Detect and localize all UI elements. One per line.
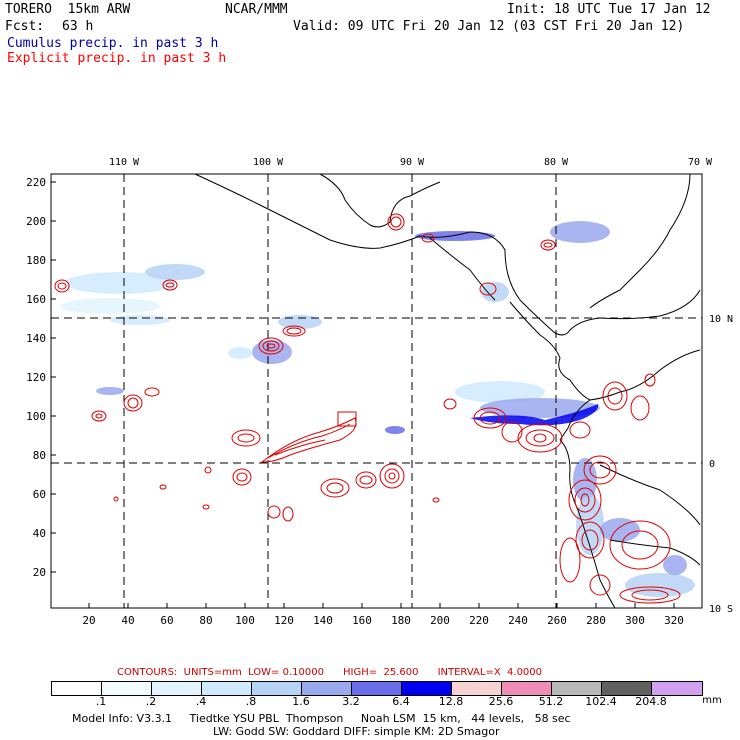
colorbar-swatch xyxy=(152,682,202,695)
org-label: NCAR/MMM xyxy=(225,2,288,17)
colorbar xyxy=(51,681,703,696)
colorbar-swatch xyxy=(302,682,352,695)
cumulus-precip-areas xyxy=(60,221,695,597)
model-title: TORERO 15km ARW xyxy=(5,2,131,17)
y-tick: 120 xyxy=(26,371,46,384)
lat-label-0: 0 xyxy=(709,459,715,470)
x-tick: 140 xyxy=(313,614,333,627)
x-tick: 80 xyxy=(199,614,212,627)
x-tick: 220 xyxy=(469,614,489,627)
colorbar-label: .2 xyxy=(145,695,157,708)
coastlines xyxy=(194,173,701,609)
colorbar-label: .4 xyxy=(195,695,207,708)
colorbar-label: 12.8 xyxy=(438,695,464,708)
lat-label-10s: 10 S xyxy=(709,604,733,615)
colorbar-label: 6.4 xyxy=(392,695,410,708)
y-tick: 40 xyxy=(33,527,46,540)
x-tick: 60 xyxy=(160,614,173,627)
x-tick: 100 xyxy=(235,614,255,627)
colorbar-unit: mm xyxy=(702,695,722,706)
x-tick: 280 xyxy=(586,614,606,627)
colorbar-label: 204.8 xyxy=(635,695,667,708)
colorbar-swatch xyxy=(652,682,702,695)
x-tick: 240 xyxy=(508,614,528,627)
colorbar-swatch xyxy=(202,682,252,695)
colorbar-swatch xyxy=(52,682,102,695)
lon-label-70w: 70 W xyxy=(688,157,713,168)
x-tick: 320 xyxy=(664,614,684,627)
colorbar-label: 51.2 xyxy=(538,695,564,708)
y-tick: 160 xyxy=(26,293,46,306)
legend-explicit: Explicit precip. in past 3 h xyxy=(7,51,227,66)
colorbar-label: 102.4 xyxy=(585,695,617,708)
y-tick: 60 xyxy=(33,488,46,501)
colorbar-swatch xyxy=(502,682,552,695)
lon-label-110w: 110 W xyxy=(109,157,140,168)
colorbar-swatch xyxy=(352,682,402,695)
colorbar-label: 25.6 xyxy=(488,695,514,708)
contours-info: CONTOURS: UNITS=mm LOW= 0.10000 HIGH= 25… xyxy=(117,667,543,678)
colorbar-swatch xyxy=(452,682,502,695)
init-time: Init: 18 UTC Tue 17 Jan 12 xyxy=(507,2,711,17)
colorbar-swatch xyxy=(402,682,452,695)
lon-label-90w: 90 W xyxy=(400,157,425,168)
lon-label-80w: 80 W xyxy=(544,157,569,168)
colorbar-label: 3.2 xyxy=(342,695,360,708)
y-tick: 200 xyxy=(26,215,46,228)
map-frame xyxy=(50,173,703,609)
axis-ticks xyxy=(51,181,675,608)
model-info-line1: Model Info: V3.3.1 Tiedtke YSU PBL Thomp… xyxy=(72,712,571,725)
colorbar-label: .1 xyxy=(95,695,107,708)
x-tick: 200 xyxy=(430,614,450,627)
colorbar-label: 1.6 xyxy=(292,695,310,708)
lat-label-10n: 10 N xyxy=(709,314,733,325)
forecast-hour: 63 h xyxy=(62,19,94,34)
colorbar-label: .8 xyxy=(245,695,257,708)
graticule xyxy=(51,174,702,608)
y-tick: 80 xyxy=(33,449,46,462)
y-tick: 100 xyxy=(26,410,46,423)
y-tick: 220 xyxy=(26,176,46,189)
x-tick: 20 xyxy=(82,614,95,627)
x-tick: 160 xyxy=(352,614,372,627)
colorbar-swatch xyxy=(252,682,302,695)
model-info-line2: LW: Godd SW: Goddard DIFF: simple KM: 2D… xyxy=(213,725,500,738)
valid-time: Valid: 09 UTC Fri 20 Jan 12 (03 CST Fri … xyxy=(293,19,685,34)
y-tick: 140 xyxy=(26,332,46,345)
y-tick: 180 xyxy=(26,254,46,267)
colorbar-swatch xyxy=(552,682,602,695)
colorbar-swatch xyxy=(602,682,652,695)
y-tick: 20 xyxy=(33,566,46,579)
explicit-precip-contours xyxy=(54,213,681,604)
x-tick: 300 xyxy=(625,614,645,627)
forecast-label: Fcst: xyxy=(5,19,45,34)
legend-cumulus: Cumulus precip. in past 3 h xyxy=(7,36,219,51)
x-tick: 260 xyxy=(547,614,567,627)
x-tick: 180 xyxy=(391,614,411,627)
lon-label-100w: 100 W xyxy=(253,157,284,168)
colorbar-swatch xyxy=(102,682,152,695)
x-tick: 40 xyxy=(121,614,134,627)
x-tick: 120 xyxy=(274,614,294,627)
